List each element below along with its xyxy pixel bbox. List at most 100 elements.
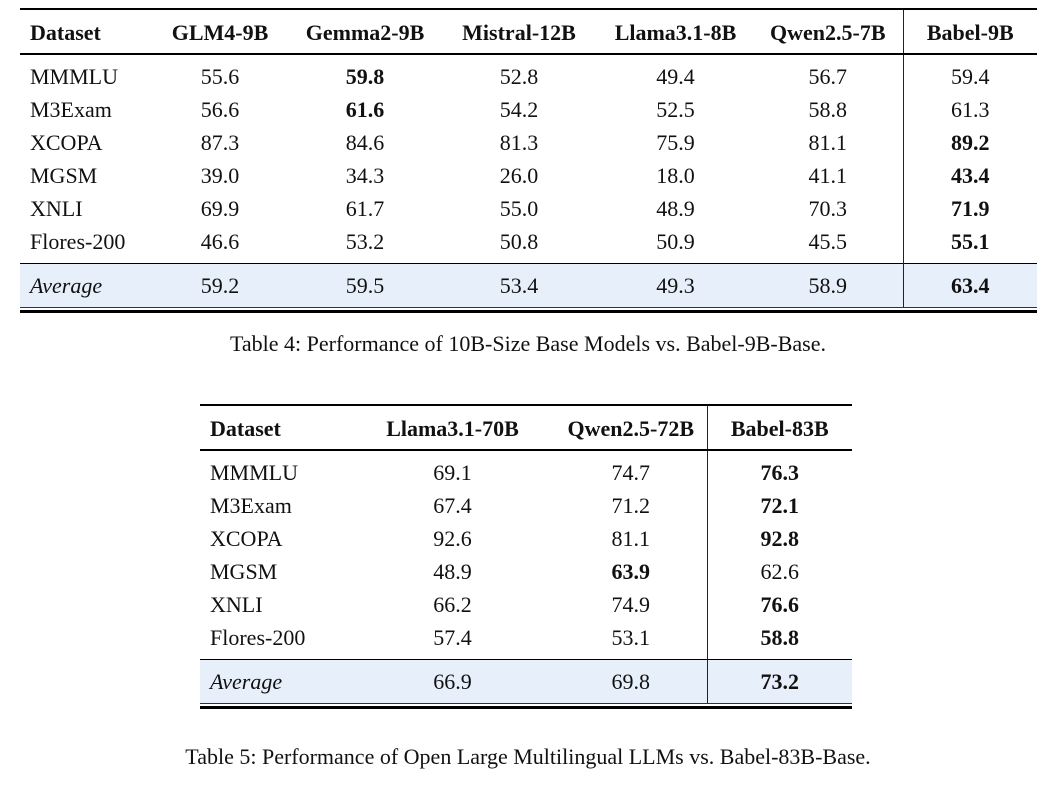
score-cell: 26.0 (499, 163, 539, 188)
dataset-name-cell: Average (200, 659, 350, 704)
dataset-name-cell: MGSM (30, 163, 98, 188)
table4-benchmark-table: Dataset GLM4-9B Gemma2-9B Mistral-12B Llama3… (20, 8, 1037, 308)
table-row: M3Exam 67.4 71.2 72.1 (200, 489, 852, 522)
dataset-name-cell: XCOPA (210, 526, 283, 551)
score-cell: 59.2 (150, 263, 290, 308)
score-cell: 39.0 (200, 163, 240, 188)
score-cell: 81.3 (499, 130, 539, 155)
score-cell: 18.0 (656, 163, 695, 188)
table-row: MMMLU 55.6 59.8 52.8 49.4 56.7 59.4 (20, 54, 1037, 93)
score-cell: 89.2 (902, 126, 1037, 159)
score-cell: 55.1 (902, 225, 1037, 264)
score-cell: 84.6 (345, 130, 385, 155)
table5-benchmark-table: Dataset Llama3.1-70B Qwen2.5-72B Babel-83B M… (200, 404, 852, 704)
score-cell: 74.7 (611, 460, 651, 485)
dataset-name-cell: MMMLU (30, 64, 119, 89)
dataset-name-cell: XCOPA (30, 130, 103, 155)
score-cell: 73.2 (706, 659, 852, 704)
score-cell: 41.1 (808, 163, 848, 188)
column-header: Llama3.1-8B (598, 9, 753, 55)
score-cell: 34.3 (345, 163, 385, 188)
score-cell: 74.9 (611, 592, 651, 617)
score-cell: 58.8 (808, 97, 848, 122)
dataset-name-cell: M3Exam (30, 97, 112, 122)
score-cell: 71.2 (611, 493, 651, 518)
score-cell: 57.4 (433, 625, 472, 650)
dataset-name-cell: M3Exam (210, 493, 292, 518)
table5-caption: Table 5: Performance of Open Large Multi… (185, 744, 871, 769)
dataset-name-cell: MGSM (210, 559, 278, 584)
score-cell: 56.6 (200, 97, 240, 122)
score-cell: 46.6 (200, 229, 240, 254)
score-cell: 63.9 (611, 559, 651, 584)
score-cell: 53.4 (440, 263, 598, 308)
column-header: Gemma2-9B (290, 9, 440, 55)
score-cell: 49.3 (598, 263, 753, 308)
score-cell: 43.4 (902, 159, 1037, 192)
score-cell: 76.3 (706, 450, 852, 489)
score-cell: 69.1 (433, 460, 472, 485)
score-cell: 66.9 (350, 659, 555, 704)
score-cell: 52.8 (499, 64, 539, 89)
header-row: Dataset Llama3.1-70B Qwen2.5-72B Babel-83B (200, 405, 852, 451)
column-header: Qwen2.5-72B (555, 405, 707, 451)
table-row: Flores-200 57.4 53.1 58.8 (200, 621, 852, 660)
score-cell: 52.5 (656, 97, 695, 122)
score-cell: 59.8 (345, 64, 385, 89)
score-cell: 50.8 (499, 229, 539, 254)
score-cell: 76.6 (706, 588, 852, 621)
score-cell: 92.6 (433, 526, 472, 551)
header-row: Dataset GLM4-9B Gemma2-9B Mistral-12B Llama3… (20, 9, 1037, 55)
score-cell: 75.9 (656, 130, 695, 155)
table-row: M3Exam 56.6 61.6 54.2 52.5 58.8 61.3 (20, 93, 1037, 126)
column-header: GLM4-9B (150, 9, 290, 55)
table-row: MGSM 48.9 63.9 62.6 (200, 555, 852, 588)
average-row: Average 59.2 59.5 53.4 49.3 58.9 63.4 (20, 263, 1037, 308)
table-row: Flores-200 46.6 53.2 50.8 50.9 45.5 55.1 (20, 225, 1037, 264)
score-cell: 61.7 (345, 196, 385, 221)
column-header: Babel-9B (902, 9, 1037, 55)
dataset-name-cell: MMMLU (210, 460, 299, 485)
score-cell: 66.2 (433, 592, 472, 617)
score-cell: 53.2 (345, 229, 385, 254)
table-row: XCOPA 87.3 84.6 81.3 75.9 81.1 89.2 (20, 126, 1037, 159)
column-header: Dataset (20, 9, 150, 55)
column-header: Babel-83B (706, 405, 852, 451)
score-cell: 69.9 (200, 196, 240, 221)
dataset-name-cell: XNLI (210, 592, 263, 617)
score-cell: 45.5 (808, 229, 848, 254)
score-cell: 72.1 (706, 489, 852, 522)
score-cell: 70.3 (808, 196, 848, 221)
score-cell: 54.2 (499, 97, 539, 122)
score-cell: 81.1 (611, 526, 651, 551)
score-cell: 67.4 (433, 493, 472, 518)
score-cell: 61.3 (902, 93, 1037, 126)
score-cell: 56.7 (808, 64, 848, 89)
score-cell: 58.8 (706, 621, 852, 660)
score-cell: 63.4 (902, 263, 1037, 308)
column-header: Dataset (200, 405, 350, 451)
score-cell: 71.9 (902, 192, 1037, 225)
dataset-name-cell: XNLI (30, 196, 83, 221)
score-cell: 62.6 (706, 555, 852, 588)
score-cell: 55.6 (200, 64, 240, 89)
column-header: Mistral-12B (440, 9, 598, 55)
score-cell: 53.1 (611, 625, 651, 650)
score-cell: 61.6 (345, 97, 385, 122)
score-cell: 49.4 (656, 64, 695, 89)
score-cell: 69.8 (555, 659, 707, 704)
average-row: Average 66.9 69.8 73.2 (200, 659, 852, 704)
score-cell: 48.9 (433, 559, 472, 584)
score-cell: 59.4 (902, 54, 1037, 93)
column-header: Llama3.1-70B (350, 405, 555, 451)
table4-caption: Table 4: Performance of 10B-Size Base Mo… (230, 331, 826, 356)
score-cell: 87.3 (200, 130, 240, 155)
score-cell: 59.5 (290, 263, 440, 308)
score-cell: 48.9 (656, 196, 695, 221)
column-header: Qwen2.5-7B (753, 9, 903, 55)
score-cell: 50.9 (656, 229, 695, 254)
score-cell: 58.9 (753, 263, 903, 308)
dataset-name-cell: Flores-200 (210, 625, 306, 650)
dataset-name-cell: Average (20, 263, 150, 308)
